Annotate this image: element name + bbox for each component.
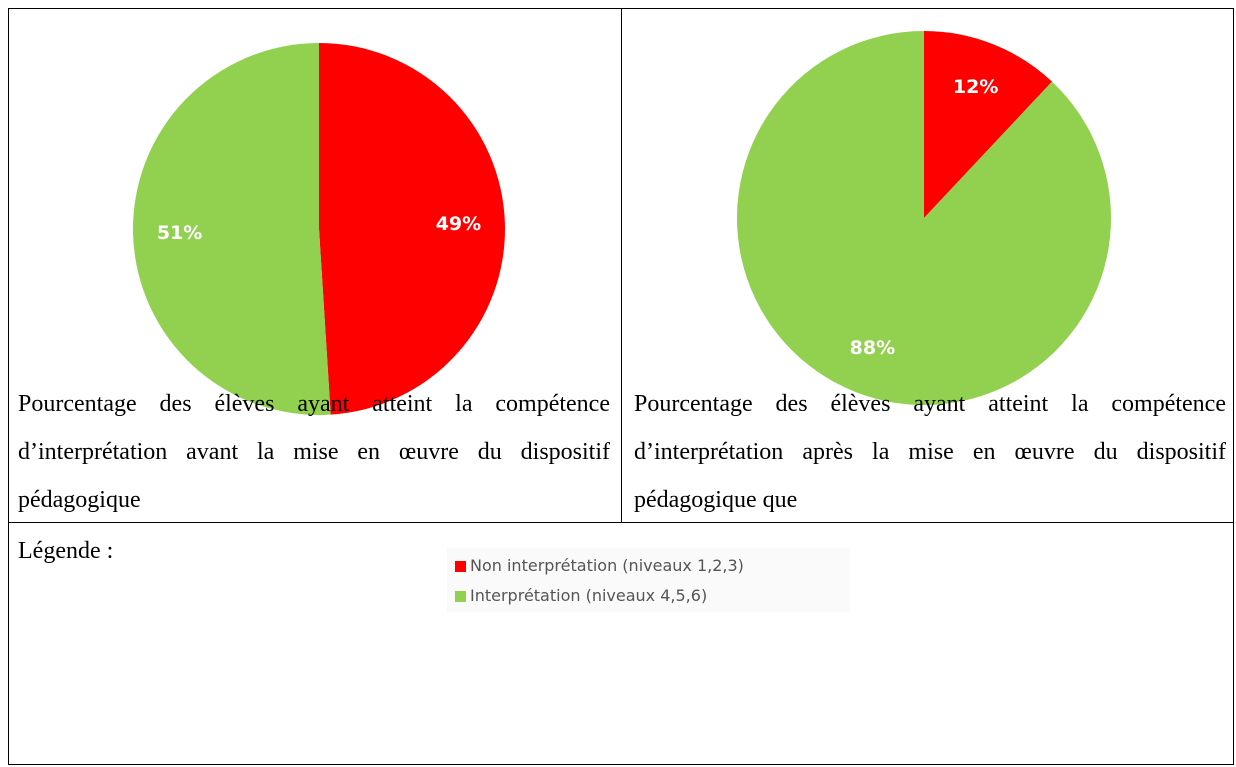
legend-entry: Interprétation (niveaux 4,5,6) bbox=[455, 584, 707, 608]
cell-divider bbox=[621, 8, 622, 523]
data-label: 49% bbox=[436, 213, 481, 235]
data-label: 88% bbox=[850, 337, 895, 359]
caption: Pourcentage des élèves ayant atteint la … bbox=[634, 391, 1226, 513]
row-divider bbox=[8, 522, 1234, 523]
legend-label: Interprétation (niveaux 4,5,6) bbox=[470, 586, 708, 605]
legend-entry: Non interprétation (niveaux 1,2,3) bbox=[455, 554, 744, 578]
pie-slice bbox=[924, 31, 1053, 218]
pie-slice bbox=[736, 31, 1111, 405]
data-label: 51% bbox=[157, 222, 202, 244]
legend-title: Légende : bbox=[18, 538, 114, 564]
legend-label: Non interprétation (niveaux 1,2,3) bbox=[470, 556, 744, 575]
legend-swatch bbox=[455, 561, 466, 572]
caption: Pourcentage des élèves ayant atteint la … bbox=[18, 391, 610, 513]
pie-slice bbox=[319, 43, 505, 415]
pie-slice bbox=[132, 43, 331, 416]
legend-swatch bbox=[455, 591, 466, 602]
data-label: 12% bbox=[953, 76, 998, 98]
legend: Non interprétation (niveaux 1,2,3) Inter… bbox=[447, 548, 850, 612]
